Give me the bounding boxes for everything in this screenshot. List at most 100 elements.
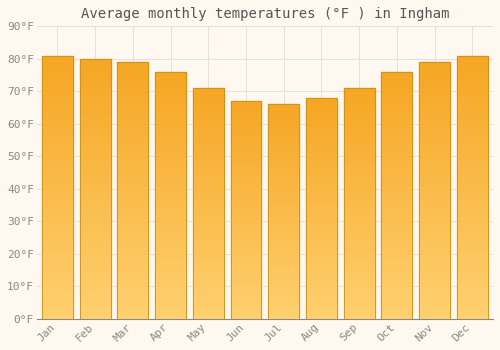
Bar bbox=[155, 307, 186, 309]
Bar bbox=[382, 247, 412, 250]
Bar bbox=[268, 278, 299, 280]
Bar bbox=[382, 186, 412, 188]
Bar bbox=[80, 197, 110, 199]
Bar bbox=[457, 56, 488, 319]
Bar bbox=[230, 125, 262, 127]
Bar bbox=[42, 156, 73, 158]
Bar bbox=[118, 257, 148, 260]
Bar bbox=[457, 172, 488, 174]
Bar bbox=[118, 121, 148, 124]
Bar bbox=[344, 312, 374, 314]
Bar bbox=[80, 212, 110, 215]
Bar bbox=[42, 148, 73, 150]
Bar bbox=[193, 132, 224, 134]
Bar bbox=[42, 269, 73, 272]
Bar bbox=[155, 136, 186, 139]
Bar bbox=[80, 301, 110, 303]
Bar bbox=[80, 108, 110, 111]
Bar bbox=[230, 199, 262, 201]
Bar bbox=[118, 67, 148, 70]
Bar bbox=[230, 297, 262, 299]
Bar bbox=[42, 314, 73, 316]
Bar bbox=[193, 109, 224, 111]
Bar bbox=[155, 99, 186, 102]
Bar bbox=[382, 218, 412, 220]
Bar bbox=[457, 100, 488, 103]
Bar bbox=[457, 216, 488, 219]
Bar bbox=[118, 152, 148, 154]
Bar bbox=[344, 136, 374, 139]
Bar bbox=[419, 108, 450, 111]
Bar bbox=[118, 149, 148, 152]
Bar bbox=[268, 108, 299, 111]
Bar bbox=[457, 111, 488, 113]
Bar bbox=[306, 224, 337, 226]
Bar bbox=[382, 274, 412, 277]
Bar bbox=[419, 167, 450, 170]
Bar bbox=[193, 93, 224, 95]
Bar bbox=[419, 149, 450, 152]
Bar bbox=[230, 177, 262, 180]
Bar bbox=[230, 308, 262, 310]
Bar bbox=[419, 221, 450, 224]
Bar bbox=[344, 167, 374, 169]
Bar bbox=[268, 186, 299, 188]
Bar bbox=[155, 163, 186, 166]
Bar bbox=[80, 88, 110, 90]
Bar bbox=[268, 274, 299, 276]
Bar bbox=[306, 295, 337, 297]
Bar bbox=[80, 64, 110, 66]
Bar bbox=[457, 211, 488, 213]
Bar bbox=[193, 215, 224, 217]
Bar bbox=[193, 100, 224, 102]
Bar bbox=[457, 92, 488, 95]
Bar bbox=[306, 142, 337, 144]
Bar bbox=[268, 175, 299, 177]
Bar bbox=[382, 228, 412, 230]
Bar bbox=[193, 192, 224, 194]
Bar bbox=[42, 169, 73, 172]
Bar bbox=[344, 305, 374, 307]
Bar bbox=[419, 65, 450, 67]
Bar bbox=[268, 141, 299, 143]
Bar bbox=[155, 79, 186, 82]
Bar bbox=[42, 214, 73, 216]
Bar bbox=[382, 166, 412, 168]
Bar bbox=[344, 300, 374, 303]
Bar bbox=[155, 124, 186, 126]
Bar bbox=[419, 252, 450, 255]
Bar bbox=[344, 176, 374, 178]
Bar bbox=[118, 193, 148, 196]
Bar bbox=[306, 100, 337, 102]
Bar bbox=[118, 139, 148, 142]
Bar bbox=[80, 238, 110, 241]
Bar bbox=[42, 295, 73, 298]
Bar bbox=[118, 190, 148, 193]
Bar bbox=[419, 77, 450, 80]
Bar bbox=[382, 173, 412, 176]
Bar bbox=[118, 126, 148, 129]
Bar bbox=[42, 222, 73, 224]
Bar bbox=[419, 196, 450, 198]
Bar bbox=[118, 180, 148, 183]
Bar bbox=[382, 134, 412, 136]
Bar bbox=[80, 233, 110, 236]
Bar bbox=[80, 282, 110, 285]
Bar bbox=[382, 114, 412, 116]
Bar bbox=[80, 288, 110, 290]
Bar bbox=[419, 224, 450, 226]
Bar bbox=[344, 88, 374, 319]
Bar bbox=[306, 120, 337, 122]
Bar bbox=[155, 225, 186, 228]
Bar bbox=[419, 72, 450, 75]
Bar bbox=[344, 150, 374, 153]
Bar bbox=[419, 67, 450, 70]
Bar bbox=[80, 113, 110, 116]
Bar bbox=[230, 134, 262, 136]
Bar bbox=[42, 243, 73, 245]
Bar bbox=[118, 252, 148, 255]
Bar bbox=[80, 220, 110, 223]
Bar bbox=[382, 287, 412, 289]
Bar bbox=[306, 129, 337, 131]
Bar bbox=[193, 199, 224, 201]
